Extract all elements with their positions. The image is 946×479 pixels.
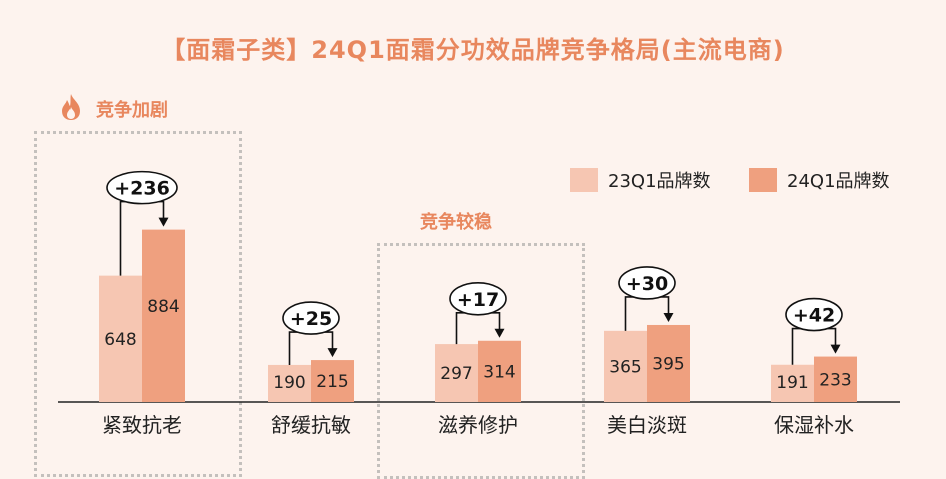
change-label: +42 — [793, 305, 835, 327]
change-label: +30 — [626, 273, 668, 295]
change-label: +25 — [290, 308, 332, 330]
change-oval — [618, 266, 676, 300]
bar-24q1 — [814, 356, 857, 402]
legend-item-24q1: 24Q1品牌数 — [749, 167, 890, 193]
bar-value-label-23q1: 297 — [440, 364, 472, 384]
legend-swatch-24q1 — [749, 168, 777, 192]
change-bracket — [288, 331, 334, 365]
bar-value-label-24q1: 395 — [652, 354, 684, 374]
bar-23q1 — [99, 275, 142, 402]
chart-title: 【面霜子类】24Q1面霜分功效品牌竞争格局(主流电商) — [161, 36, 785, 64]
bar-value-label-23q1: 365 — [609, 357, 641, 377]
bar-24q1 — [311, 360, 354, 402]
change-oval — [282, 301, 340, 335]
bar-value-label-24q1: 314 — [483, 362, 515, 382]
category-label: 舒缓抗敏 — [271, 413, 351, 437]
bar-value-label-23q1: 191 — [776, 373, 808, 393]
bar-value-label-23q1: 190 — [273, 373, 305, 393]
fire-icon — [62, 94, 80, 120]
category-label: 滋养修护 — [438, 413, 518, 437]
bar-value-label-24q1: 233 — [819, 370, 851, 390]
legend-label-24q1: 24Q1品牌数 — [787, 171, 890, 192]
bar-23q1 — [604, 330, 647, 402]
category-label: 美白淡斑 — [607, 413, 687, 437]
change-oval — [785, 297, 843, 332]
change-label: +17 — [457, 289, 499, 311]
tag-competition-stable: 竞争较稳 — [420, 212, 492, 233]
bar-24q1 — [142, 229, 185, 402]
legend-item-23q1: 23Q1品牌数 — [570, 167, 711, 193]
change-oval — [106, 170, 178, 205]
legend-label-23q1: 23Q1品牌数 — [608, 171, 711, 192]
bar-23q1 — [435, 344, 478, 402]
change-arrowhead — [830, 344, 841, 354]
change-arrowhead — [158, 217, 169, 227]
tag-competition-intensified: 竞争加剧 — [96, 100, 168, 121]
change-label: +236 — [114, 178, 170, 200]
change-oval — [449, 281, 507, 316]
legend-swatch-23q1 — [570, 168, 598, 192]
bar-24q1 — [647, 324, 690, 402]
change-arrowhead — [327, 348, 338, 358]
change-arrowhead — [663, 312, 674, 322]
bar-value-label-24q1: 884 — [147, 297, 179, 317]
bar-23q1 — [268, 364, 311, 402]
bar-24q1 — [478, 340, 521, 402]
change-bracket — [455, 311, 501, 345]
bar-value-label-23q1: 648 — [104, 330, 136, 350]
bar-chart: 648 884 +236 190 215 +25 297 314 +17 365 395 +30 191… — [58, 170, 900, 403]
change-arrowhead — [494, 328, 505, 338]
bar-value-label-24q1: 215 — [316, 372, 348, 392]
category-label: 紧致抗老 — [102, 413, 182, 437]
bar-23q1 — [771, 364, 814, 402]
category-label: 保湿补水 — [774, 413, 854, 437]
